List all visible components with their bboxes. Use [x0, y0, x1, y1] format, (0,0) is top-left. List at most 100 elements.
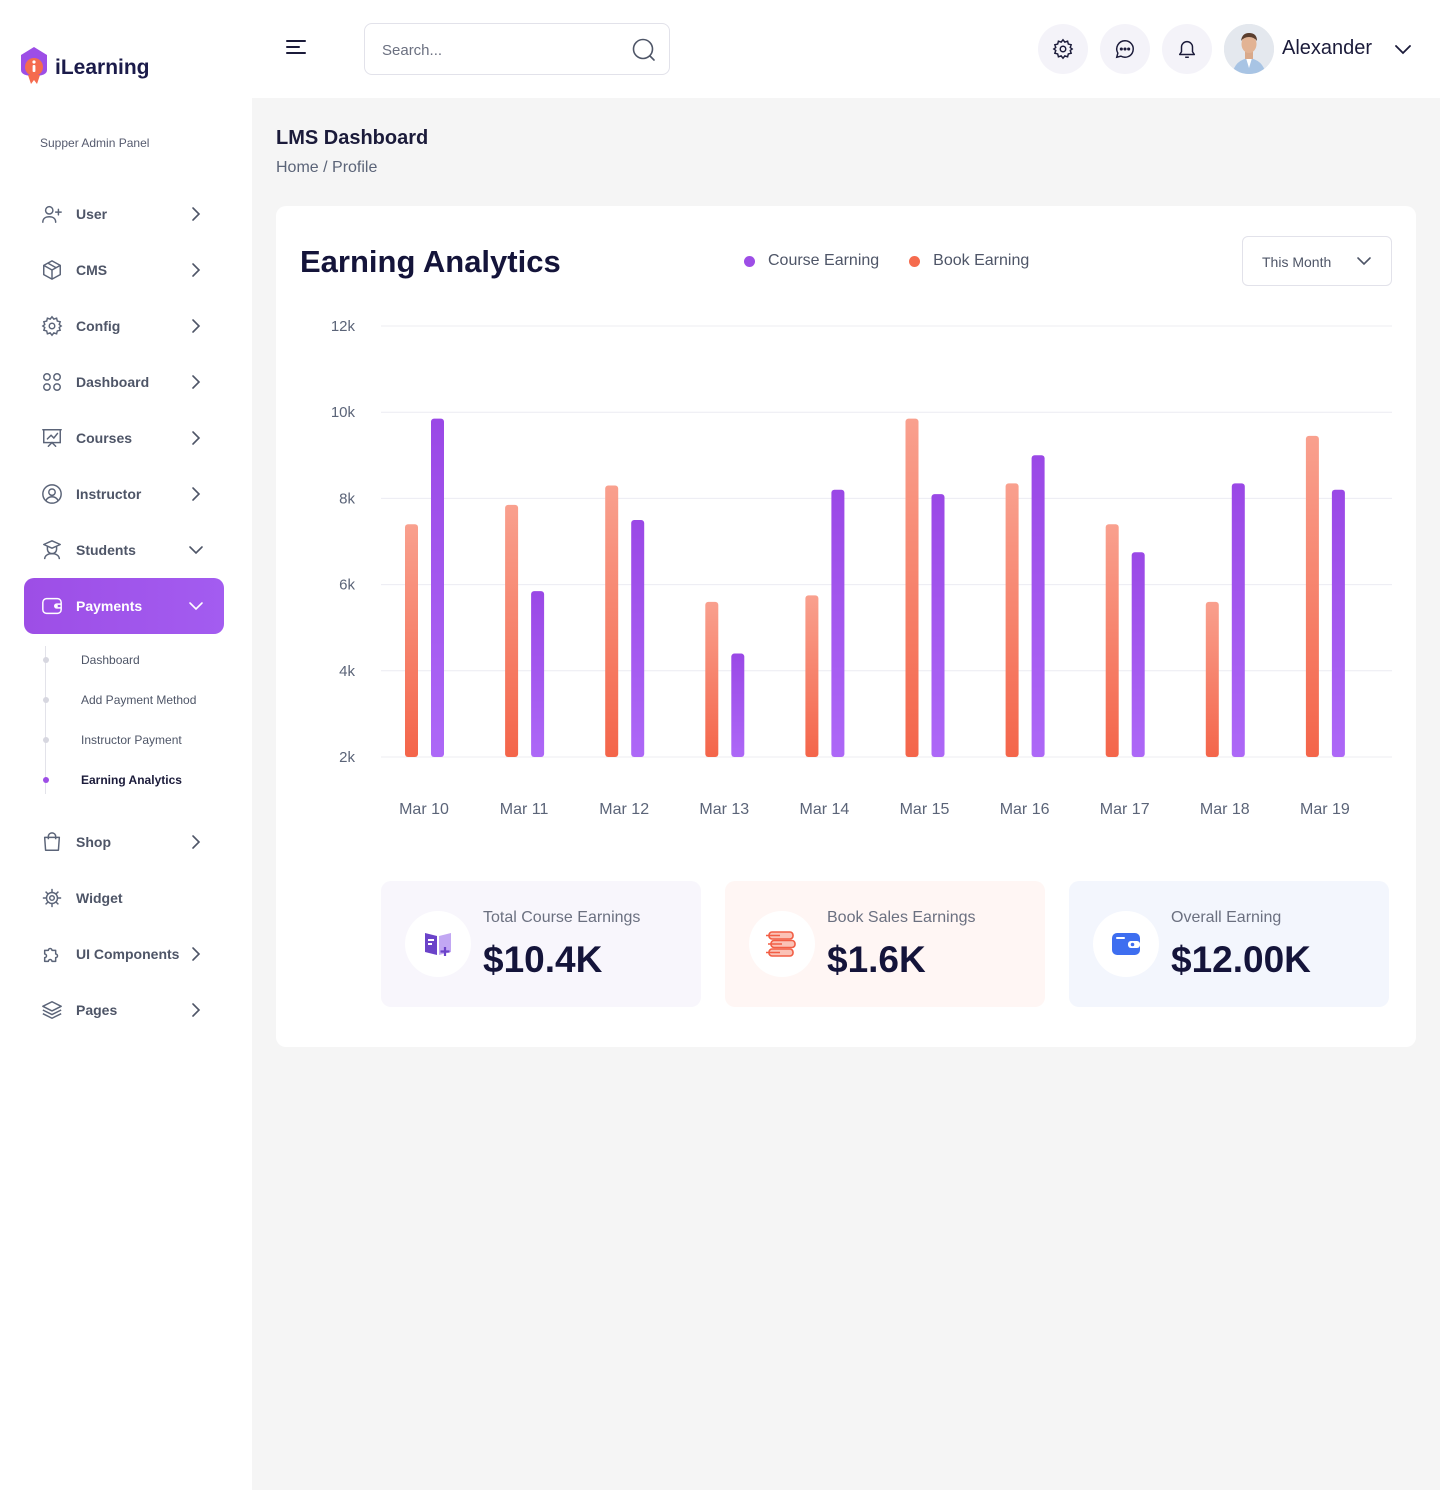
bar-course-earning[interactable]: [931, 494, 945, 757]
submenu-item-label: Dashboard: [81, 653, 140, 667]
bar-course-earning[interactable]: [731, 653, 745, 757]
sidebar-item-students[interactable]: Students: [24, 522, 224, 578]
notifications-button[interactable]: [1162, 24, 1212, 74]
sidebar-item-label: Instructor: [76, 486, 142, 502]
wallet-icon: [40, 594, 64, 618]
stat-label: Book Sales Earnings: [827, 909, 976, 926]
legend-dot: [744, 255, 755, 267]
bullet-dot: [43, 777, 49, 783]
bar-book-earning[interactable]: [605, 485, 619, 757]
x-tick-label: Mar 11: [500, 801, 549, 818]
sidebar-item-widget[interactable]: Widget: [24, 870, 224, 926]
chevron-right-icon: [192, 319, 201, 333]
y-tick-label: 12k: [331, 318, 356, 335]
puzzle-icon: [40, 942, 64, 966]
x-tick-label: Mar 15: [900, 801, 950, 818]
top-header: Alexander: [252, 0, 1440, 98]
bar-book-earning[interactable]: [1005, 483, 1019, 757]
sidebar-item-label: CMS: [76, 262, 108, 278]
legend-dot: [909, 255, 921, 267]
grid-icon: [40, 370, 64, 394]
books-stack-icon: [749, 911, 815, 977]
sidebar-item-dashboard[interactable]: Dashboard: [24, 354, 224, 410]
brand-name: iLearning: [55, 56, 150, 79]
sidebar-item-pages[interactable]: Pages: [24, 982, 224, 1038]
submenu-item-label: Earning Analytics: [81, 773, 182, 787]
chevron-down-icon[interactable]: [1392, 38, 1414, 60]
bar-book-earning[interactable]: [505, 504, 519, 757]
legend-course-earning[interactable]: Course Earning: [744, 252, 879, 270]
bar-book-earning[interactable]: [805, 595, 819, 757]
stat-label: Total Course Earnings: [483, 909, 641, 926]
x-tick-label: Mar 13: [699, 801, 749, 818]
avatar[interactable]: [1224, 24, 1274, 74]
sidebar-item-ui-components[interactable]: UI Components: [24, 926, 224, 982]
sidebar-item-payments[interactable]: Payments: [24, 578, 224, 634]
submenu-item-instructor-payment[interactable]: Instructor Payment: [24, 720, 224, 760]
search-icon[interactable]: [631, 37, 657, 63]
presentation-chart-icon: [40, 426, 64, 450]
bar-book-earning[interactable]: [1305, 435, 1319, 757]
bar-course-earning[interactable]: [1331, 489, 1345, 757]
username[interactable]: Alexander: [1282, 37, 1373, 59]
bullet-dot: [43, 657, 49, 663]
user-circle-icon: [40, 482, 64, 506]
bar-book-earning[interactable]: [405, 524, 418, 757]
y-tick-label: 4k: [339, 663, 355, 680]
stat-value: $12.00K: [1171, 939, 1311, 980]
breadcrumb-home[interactable]: Home: [276, 159, 319, 176]
x-tick-label: Mar 16: [1000, 801, 1050, 818]
bar-course-earning[interactable]: [1131, 552, 1145, 757]
legend-label: Book Earning: [933, 252, 1030, 269]
sidebar-item-user[interactable]: User: [24, 186, 224, 242]
bar-book-earning[interactable]: [1105, 524, 1119, 757]
submenu-item-earning-analytics[interactable]: Earning Analytics: [24, 760, 224, 800]
menu-toggle-icon[interactable]: [286, 40, 306, 56]
period-label: This Month: [1262, 254, 1332, 270]
y-tick-label: 6k: [339, 577, 355, 594]
chart-legend: Course Earning Book Earning: [744, 252, 1059, 270]
chevron-right-icon: [192, 1003, 201, 1017]
earning-bar-chart: 12k 10k 8k 6k 4k 2k Mar 10 Mar 11 Mar 12 Mar 13 Ma…: [331, 318, 1392, 818]
card-title: Earning Analytics: [300, 244, 561, 279]
brand-logo[interactable]: iLearning: [18, 46, 150, 86]
bar-course-earning[interactable]: [531, 591, 545, 757]
sidebar-item-instructor[interactable]: Instructor: [24, 466, 224, 522]
x-tick-label: Mar 12: [599, 801, 649, 818]
search-input[interactable]: [382, 38, 612, 62]
legend-book-earning[interactable]: Book Earning: [909, 252, 1029, 270]
bar-book-earning[interactable]: [905, 418, 919, 757]
bar-course-earning[interactable]: [831, 489, 845, 757]
sidebar-item-cms[interactable]: CMS: [24, 242, 224, 298]
y-tick-label: 2k: [339, 749, 355, 766]
period-select[interactable]: This Month: [1242, 236, 1392, 286]
breadcrumb-separator: /: [318, 159, 333, 176]
bar-course-earning[interactable]: [431, 418, 444, 757]
stat-overall-earning: Overall Earning $12.00K: [1069, 881, 1389, 1007]
sidebar-item-label: Payments: [76, 598, 143, 614]
chevron-down-icon: [1357, 257, 1371, 266]
bar-course-earning[interactable]: [631, 519, 645, 757]
sidebar-item-config[interactable]: Config: [24, 298, 224, 354]
chat-icon: [1115, 40, 1134, 59]
bullet-dot: [43, 697, 49, 703]
search-box: [364, 23, 670, 75]
bar-course-earning[interactable]: [1031, 455, 1045, 757]
legend-label: Course Earning: [768, 252, 880, 269]
submenu-item-add-payment-method[interactable]: Add Payment Method: [24, 680, 224, 720]
sidebar-item-courses[interactable]: Courses: [24, 410, 224, 466]
bar-book-earning[interactable]: [705, 601, 719, 757]
stat-label: Overall Earning: [1171, 909, 1282, 926]
messages-button[interactable]: [1100, 24, 1150, 74]
sidebar-item-shop[interactable]: Shop: [24, 814, 224, 870]
cube-icon: [40, 258, 64, 282]
y-tick-label: 8k: [339, 490, 355, 507]
panel-label: Supper Admin Panel: [40, 136, 150, 150]
settings-button[interactable]: [1038, 24, 1088, 74]
submenu-item-dashboard[interactable]: Dashboard: [24, 640, 224, 680]
submenu-line: [45, 646, 46, 794]
bar-course-earning[interactable]: [1231, 483, 1245, 757]
gear-icon: [1052, 38, 1074, 60]
stat-value: $10.4K: [483, 939, 603, 980]
bar-book-earning[interactable]: [1205, 601, 1219, 757]
